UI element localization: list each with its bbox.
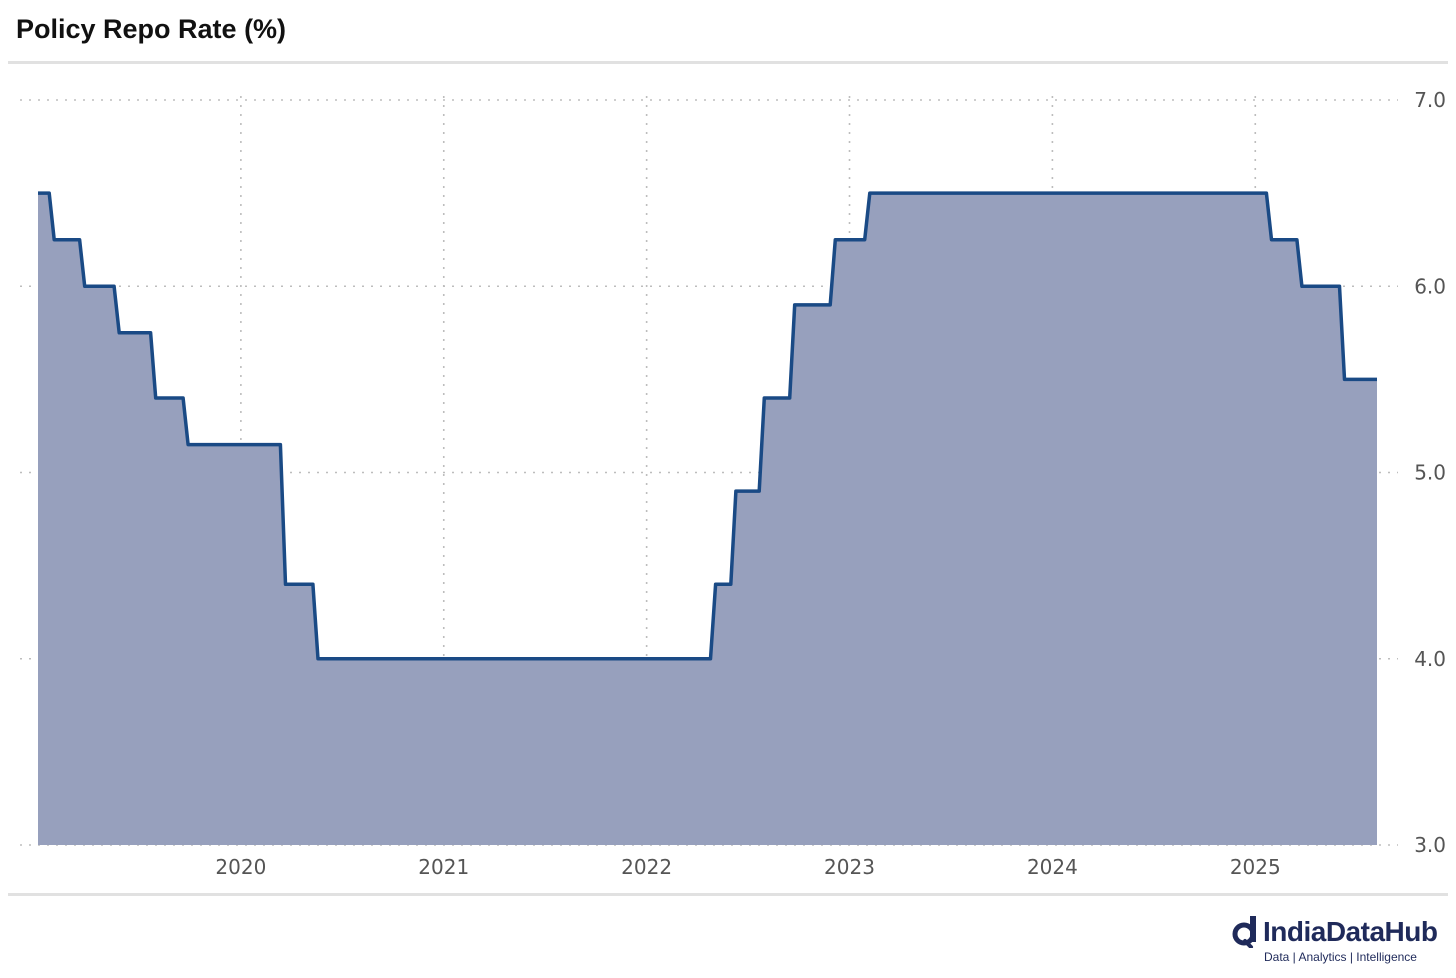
x-tick-label: 2022 xyxy=(621,855,672,879)
y-tick-label: 6.0 xyxy=(1414,274,1446,298)
x-axis-labels: 2020 2021 2022 2023 2024 2025 xyxy=(215,855,1280,879)
y-tick-label: 3.0 xyxy=(1414,833,1446,857)
top-divider xyxy=(8,61,1448,64)
brand-name: IndiaDataHub xyxy=(1263,916,1438,947)
y-tick-label: 4.0 xyxy=(1414,647,1446,671)
area-fill xyxy=(38,193,1377,846)
x-tick-label: 2023 xyxy=(824,855,875,879)
brand-logo: IndiaDataHub Data | Analytics | Intellig… xyxy=(1231,910,1446,970)
y-tick-label: 7.0 xyxy=(1414,88,1446,112)
x-tick-label: 2025 xyxy=(1230,855,1281,879)
x-tick-label: 2024 xyxy=(1027,855,1078,879)
y-tick-label: 5.0 xyxy=(1414,461,1446,485)
x-tick-label: 2021 xyxy=(418,855,469,879)
y-axis-labels: 3.0 4.0 5.0 6.0 7.0 xyxy=(1414,88,1446,857)
brand-tagline: Data | Analytics | Intelligence xyxy=(1264,950,1417,964)
repo-rate-chart: 2020 2021 2022 2023 2024 2025 3.0 4.0 5.0 6.0 7.0 xyxy=(20,88,1446,879)
bottom-divider xyxy=(8,893,1448,896)
x-tick-label: 2020 xyxy=(215,855,266,879)
logo-mark-icon xyxy=(1232,916,1256,948)
chart-title: Policy Repo Rate (%) xyxy=(16,14,287,44)
series-line xyxy=(38,191,1377,661)
